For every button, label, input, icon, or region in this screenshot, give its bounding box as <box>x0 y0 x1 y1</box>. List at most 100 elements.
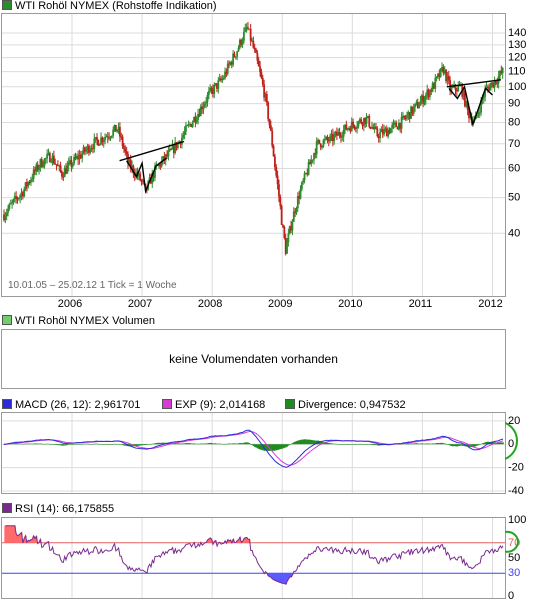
divergence-bar <box>244 442 247 445</box>
divergence-bar <box>324 442 326 445</box>
divergence-bar <box>326 442 329 445</box>
candle-body <box>93 138 96 149</box>
divergence-bar <box>49 444 51 445</box>
divergence-bar <box>260 444 263 450</box>
candle-body <box>195 119 198 123</box>
macd-legend-label: MACD (26, 12): 2,961701 <box>15 399 141 411</box>
candle-body <box>280 205 283 225</box>
candle-body <box>62 176 65 178</box>
candle-body <box>330 133 333 136</box>
candle-body <box>468 109 470 119</box>
candle-body <box>66 165 69 174</box>
candle-body <box>271 130 274 146</box>
divergence-bar <box>125 444 128 446</box>
rsi-oversold-fill <box>278 573 281 583</box>
divergence-bar <box>225 444 228 445</box>
divergence-bar <box>454 444 457 447</box>
candle-body <box>220 78 222 81</box>
divergence-bar <box>325 442 328 445</box>
candle-body <box>218 78 221 81</box>
divergence-bar <box>150 444 152 445</box>
divergence-bar <box>67 444 70 445</box>
divergence-bar <box>46 443 48 445</box>
candle-body <box>23 188 26 197</box>
divergence-bar <box>448 444 450 445</box>
price-x-tick: 2010 <box>338 298 362 310</box>
divergence-bar <box>156 442 159 445</box>
divergence-bar <box>349 444 352 445</box>
divergence-bar <box>65 444 67 446</box>
candle-body <box>94 137 97 139</box>
divergence-bar <box>54 444 57 445</box>
candle-body <box>20 192 23 196</box>
divergence-bar <box>77 444 79 445</box>
divergence-bar <box>245 442 248 445</box>
date-range-note: 10.01.05 – 25.02.12 1 Tick = 1 Woche <box>8 280 177 291</box>
candle-body <box>40 159 43 168</box>
rsi-panel <box>1 517 506 599</box>
candle-body <box>385 128 388 137</box>
divergence-bar <box>236 443 239 445</box>
rsi-overbought-fill <box>28 540 31 543</box>
divergence-bar <box>24 443 27 445</box>
candle-body <box>222 78 225 80</box>
divergence-bar <box>40 443 43 445</box>
divergence-bar <box>88 443 90 445</box>
candle-body <box>495 80 497 83</box>
candle-body <box>341 136 344 138</box>
divergence-bar <box>197 443 200 445</box>
candle-body <box>4 215 7 221</box>
divergence-bar <box>320 441 322 445</box>
candle-body <box>251 40 253 42</box>
divergence-bar <box>154 443 156 445</box>
candle-body <box>183 131 186 135</box>
candle-body <box>493 80 496 88</box>
divergence-bar <box>196 443 198 445</box>
divergence-bar <box>103 444 105 445</box>
candle-body <box>249 28 252 41</box>
divergence-bar <box>120 444 123 445</box>
divergence-bar <box>30 443 32 445</box>
divergence-bar <box>437 442 440 445</box>
candle-body <box>454 84 457 90</box>
divergence-bar <box>66 444 69 446</box>
rsi-overbought-fill <box>236 540 239 543</box>
candle-body <box>175 142 178 148</box>
divergence-bar <box>375 444 378 446</box>
candle-body <box>106 136 109 138</box>
divergence-bar <box>107 444 109 445</box>
candle-body <box>434 77 437 89</box>
divergence-bar <box>16 443 19 445</box>
candle-body <box>352 121 354 126</box>
divergence-bar <box>32 443 35 445</box>
divergence-bar <box>152 443 155 445</box>
candle-body <box>110 135 113 138</box>
candle-body <box>34 169 36 172</box>
divergence-bar <box>309 439 311 445</box>
divergence-bar <box>440 442 442 445</box>
divergence-bar <box>496 442 499 445</box>
candle-body <box>78 154 81 160</box>
divergence-bar <box>442 443 445 445</box>
candle-body <box>383 129 385 135</box>
candle-body <box>58 165 61 167</box>
candle-body <box>492 82 495 88</box>
divergence-bar <box>357 444 360 445</box>
macd-chart <box>2 413 505 493</box>
candle-body <box>207 91 210 95</box>
candle-body <box>156 165 159 167</box>
candle-body <box>447 75 450 81</box>
candle-body <box>214 83 217 85</box>
price-x-tick: 2007 <box>128 298 152 310</box>
price-y-tick: 130 <box>508 39 526 51</box>
divergence-bar <box>418 443 421 445</box>
divergence-bar <box>343 444 345 445</box>
candle-body <box>411 106 414 114</box>
rsi-y-tick: 50 <box>508 552 520 564</box>
macd-y-tick: 20 <box>508 415 520 427</box>
candle-body <box>252 40 255 48</box>
divergence-bar <box>422 443 425 445</box>
divergence-bar <box>293 442 295 445</box>
price-y-tick: 90 <box>508 98 520 110</box>
divergence-bar <box>499 442 502 445</box>
